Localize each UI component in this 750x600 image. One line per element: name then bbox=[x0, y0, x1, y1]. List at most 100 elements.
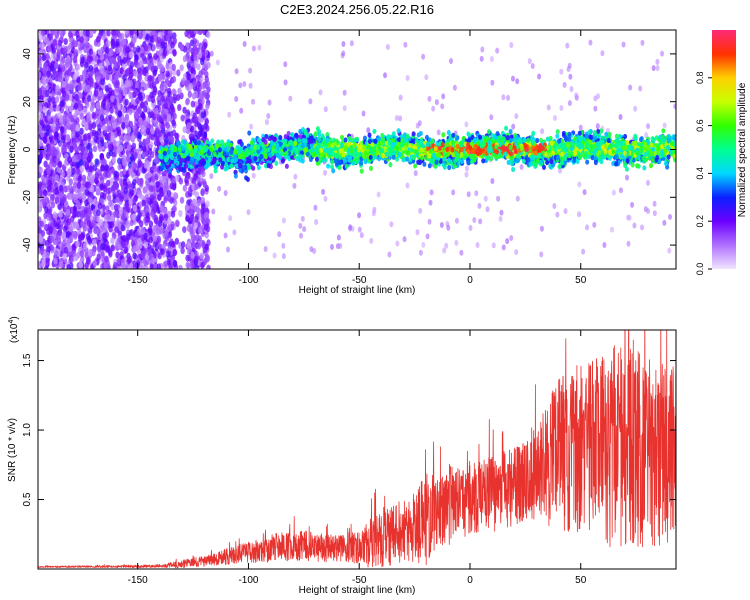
spectrogram-cell bbox=[662, 122, 667, 129]
spectrogram-cell bbox=[640, 39, 645, 46]
spectrogram-cell bbox=[405, 74, 410, 81]
spectrogram-cell bbox=[251, 172, 256, 179]
spectrogram-cell bbox=[140, 251, 145, 259]
spectrogram-cell bbox=[95, 76, 101, 84]
spectrogram-cell bbox=[79, 127, 84, 135]
spectrogram-cell bbox=[475, 241, 480, 248]
spectrogram-cell bbox=[510, 75, 515, 82]
spectrogram-cell bbox=[169, 182, 175, 190]
spectrogram-cell bbox=[154, 156, 159, 164]
spectrogram-cell bbox=[611, 189, 616, 196]
spectrogram-cell bbox=[628, 84, 633, 91]
spectrogram-cell bbox=[105, 245, 110, 253]
spectrogram-cell bbox=[398, 115, 403, 122]
spectrogram-cell bbox=[99, 114, 105, 122]
spectrogram-cell bbox=[75, 124, 80, 132]
spectrogram-cell bbox=[150, 151, 155, 159]
spectrogram-cell bbox=[57, 39, 63, 47]
spectrogram-cell bbox=[128, 67, 134, 75]
spectrogram-cell bbox=[70, 131, 76, 139]
spectrogram-cell bbox=[646, 123, 651, 130]
spectrogram-cell bbox=[137, 153, 142, 161]
spectrogram-cell bbox=[108, 160, 114, 168]
spectrogram-cell bbox=[204, 118, 210, 126]
spectrogram-cell bbox=[371, 210, 376, 217]
spectrogram-cell bbox=[168, 106, 174, 114]
spectrogram-cell bbox=[97, 48, 102, 56]
spectrogram-cell bbox=[651, 65, 656, 72]
spectrogram-cell bbox=[283, 61, 288, 68]
spectrogram-cell bbox=[115, 218, 121, 226]
spectrogram-cell bbox=[41, 258, 46, 266]
spectrogram-cell bbox=[94, 177, 99, 185]
spectrogram-cell bbox=[128, 108, 133, 116]
spectrogram-cell bbox=[115, 81, 120, 89]
spectrogram-cell bbox=[83, 61, 89, 69]
spectrogram-cell bbox=[96, 209, 101, 217]
spectrogram-cell bbox=[48, 33, 54, 41]
spectrogram-cell bbox=[55, 124, 61, 132]
spectrogram-cell bbox=[177, 104, 182, 112]
spectrogram-cell bbox=[204, 211, 209, 219]
spectrogram-cell bbox=[574, 92, 579, 99]
spectrogram-cell bbox=[72, 56, 78, 64]
spectrogram-cell bbox=[45, 251, 50, 259]
spectrogram-cell bbox=[102, 159, 107, 167]
spectrogram-cell bbox=[197, 102, 203, 110]
spectrogram-cell bbox=[204, 231, 209, 239]
spectrogram-cell bbox=[283, 79, 288, 86]
spectrogram-cell bbox=[140, 111, 146, 119]
spectrogram-cell bbox=[167, 194, 172, 202]
spectrogram-cell bbox=[184, 112, 189, 120]
spectrogram-cell bbox=[68, 178, 74, 186]
spectrogram-cell bbox=[121, 213, 126, 221]
spectrogram-cell bbox=[194, 215, 199, 223]
spectrogram-cell bbox=[436, 129, 441, 136]
spectrogram-cell bbox=[42, 79, 47, 87]
spectrogram-cell bbox=[491, 242, 496, 249]
spectrogram-cell bbox=[292, 182, 297, 189]
spectrogram-cell bbox=[143, 232, 148, 240]
spectrogram-cell bbox=[92, 164, 98, 172]
spectrogram-cell bbox=[505, 238, 510, 245]
spectrogram-cell bbox=[63, 185, 68, 193]
spectrogram-cell bbox=[509, 234, 514, 241]
spectrogram-cell bbox=[39, 247, 44, 255]
spectrogram-cell bbox=[117, 110, 122, 118]
spectrogram-cell bbox=[172, 112, 177, 120]
spectrogram-cell bbox=[38, 105, 43, 113]
spectrogram-cell bbox=[86, 257, 91, 265]
spectrogram-cell bbox=[135, 215, 141, 223]
spectrogram-cell bbox=[196, 198, 202, 206]
spectrogram-cell bbox=[38, 220, 43, 228]
spectrogram-cell bbox=[113, 170, 118, 178]
spectrogram-cell bbox=[201, 45, 206, 53]
spectrogram-cell bbox=[60, 126, 65, 134]
spectrogram-cell bbox=[152, 165, 158, 173]
spectrogram-cell bbox=[144, 205, 149, 213]
spectrogram-cell bbox=[198, 94, 204, 102]
spectrogram-cell bbox=[130, 162, 136, 170]
spectrogram-cell bbox=[429, 189, 434, 196]
spectrogram-cell bbox=[170, 41, 175, 49]
spectrogram-cell bbox=[162, 49, 168, 57]
spectrogram-cell bbox=[232, 229, 237, 236]
spectrogram-cell bbox=[200, 58, 205, 66]
spectrogram-cell bbox=[81, 118, 86, 126]
spectrogram-cell bbox=[104, 46, 110, 54]
spectrogram-cell bbox=[196, 242, 202, 250]
spectrogram-cell bbox=[454, 217, 459, 224]
spectrogram-cell bbox=[134, 244, 140, 252]
spectrogram-cell bbox=[194, 183, 199, 191]
spectrogram-cell bbox=[184, 204, 190, 212]
spectrogram-cell bbox=[466, 191, 471, 198]
spectrogram-cell bbox=[151, 257, 156, 265]
spectrogram-cell bbox=[514, 113, 519, 120]
spectrogram-cell bbox=[155, 180, 160, 188]
spectrogram-cell bbox=[567, 100, 572, 107]
spectrogram-cell bbox=[157, 59, 162, 67]
spectrogram-cell bbox=[48, 226, 53, 234]
spectrogram-cell bbox=[480, 46, 485, 53]
spectrogram-cell bbox=[89, 104, 94, 112]
spectrogram-cell bbox=[242, 80, 247, 87]
